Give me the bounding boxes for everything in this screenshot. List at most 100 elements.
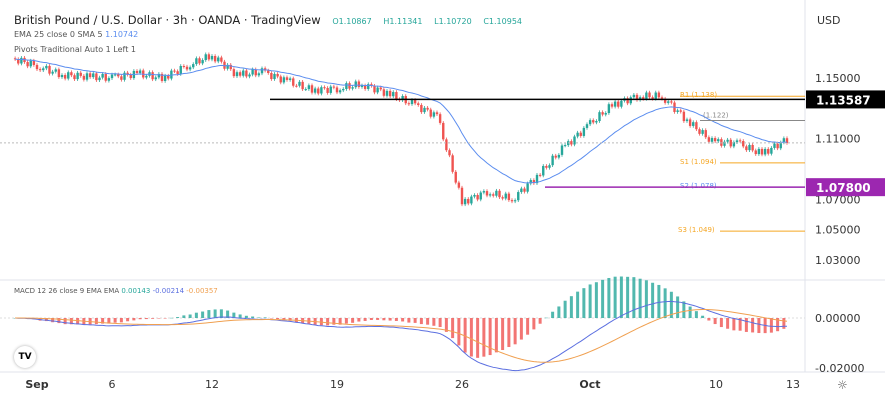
candle-body xyxy=(604,113,607,115)
macd-line xyxy=(15,300,788,372)
candle-body xyxy=(307,85,311,90)
candle-body xyxy=(260,68,264,74)
pivot-label: (1.122) xyxy=(703,111,729,119)
candle-body xyxy=(379,87,382,90)
macd-histogram-bar xyxy=(44,318,48,322)
candle-body xyxy=(770,147,773,154)
candle-body xyxy=(213,56,217,62)
candle-body xyxy=(335,87,339,93)
candle-body xyxy=(654,92,657,99)
macd-histogram-bar xyxy=(507,318,511,348)
candle-body xyxy=(735,140,739,143)
candle-body xyxy=(220,57,223,62)
candle-body xyxy=(588,120,592,125)
candle-body xyxy=(135,70,139,74)
ohlc-high: H1.11341 xyxy=(383,17,423,26)
macd-histogram-bar xyxy=(251,316,255,318)
macd-histogram-bar xyxy=(51,318,55,323)
candle-body xyxy=(620,100,623,107)
macd-histogram-bar xyxy=(207,310,211,318)
candle-body xyxy=(729,139,732,147)
candle-body xyxy=(435,112,439,115)
macd-histogram-bar xyxy=(701,315,705,318)
candle-body xyxy=(513,200,517,202)
candle-body xyxy=(45,65,48,69)
macd-histogram-bar xyxy=(269,318,273,319)
candle-body xyxy=(129,74,132,79)
ema-label: EMA 25 close 0 SMA 5 xyxy=(14,30,103,39)
candle-body xyxy=(754,150,757,155)
candle-body xyxy=(482,191,486,193)
macd-histogram-bar xyxy=(332,318,336,325)
candle-body xyxy=(592,120,595,123)
currency-label[interactable]: USD xyxy=(817,14,841,27)
candle-body xyxy=(217,57,220,62)
macd-histogram-bar xyxy=(776,318,780,332)
macd-histogram-bar xyxy=(757,318,761,334)
pivots-legend[interactable]: Pivots Traditional Auto 1 Left 1 xyxy=(14,45,136,54)
candle-body xyxy=(707,137,711,142)
macd-histogram-bar xyxy=(519,318,523,340)
candle-body xyxy=(298,81,301,86)
macd-histogram-bar xyxy=(638,278,642,318)
price-label: 1.13587 xyxy=(816,93,871,107)
macd-histogram-bar xyxy=(613,276,617,318)
candle-body xyxy=(448,150,451,156)
candle-body xyxy=(417,103,420,105)
candle-body xyxy=(267,70,270,74)
macd-histogram-bar xyxy=(588,284,592,318)
macd-histogram-bar xyxy=(644,280,648,318)
symbol-title[interactable]: British Pound / U.S. Dollar · 3h · OANDA… xyxy=(14,13,321,27)
candle-body xyxy=(195,58,198,65)
candle-body xyxy=(498,190,501,198)
macd-histogram-bar xyxy=(169,317,173,319)
candle-body xyxy=(110,74,114,79)
macd-legend[interactable]: MACD 12 26 close 9 EMA EMA 0.00143 -0.00… xyxy=(14,287,218,295)
macd-histogram-bar xyxy=(176,317,180,318)
candle-body xyxy=(632,94,636,98)
price-label-box xyxy=(806,178,885,197)
candle-body xyxy=(26,62,29,67)
candle-body xyxy=(573,136,576,145)
candle-body xyxy=(485,191,489,196)
x-tick-label: 19 xyxy=(330,378,344,391)
candle-body xyxy=(48,65,51,74)
candle-body xyxy=(117,74,120,77)
x-tick-label: Oct xyxy=(579,378,600,391)
candle-body xyxy=(776,143,779,149)
macd-histogram-bar xyxy=(463,318,467,353)
macd-histogram-bar xyxy=(513,318,517,345)
settings-gear-icon[interactable]: ☼ xyxy=(837,378,848,392)
candle-body xyxy=(695,122,698,130)
macd-histogram-bar xyxy=(57,318,61,324)
macd-histogram-bar xyxy=(363,318,367,321)
ema-legend[interactable]: EMA 25 close 0 SMA 5 1.10742 xyxy=(14,30,138,39)
macd-histogram-bar xyxy=(163,318,167,319)
candle-body xyxy=(704,130,707,138)
macd-histogram-bar xyxy=(219,309,223,318)
macd-histogram-bar xyxy=(232,312,236,318)
macd-histogram-bar xyxy=(201,311,205,318)
macd-histogram-bar xyxy=(669,291,673,318)
macd-histogram-bar xyxy=(69,318,73,325)
candle-body xyxy=(554,155,557,158)
candle-body xyxy=(326,87,329,93)
candle-body xyxy=(367,84,370,89)
candle-body xyxy=(342,89,345,91)
candle-body xyxy=(723,141,726,146)
candle-body xyxy=(457,182,461,188)
candle-body xyxy=(745,146,748,151)
candle-body xyxy=(332,86,336,88)
macd-histogram-bar xyxy=(338,318,342,325)
candle-body xyxy=(232,69,236,77)
macd-signal-value: -0.00357 xyxy=(186,287,218,295)
tradingview-logo-icon[interactable]: TV xyxy=(14,346,36,368)
candle-body xyxy=(495,190,498,196)
candle-body xyxy=(432,112,436,117)
candle-body xyxy=(429,109,432,117)
macd-histogram-bar xyxy=(432,318,436,326)
candle-body xyxy=(276,73,279,77)
candle-body xyxy=(13,58,17,60)
candle-body xyxy=(492,194,495,196)
